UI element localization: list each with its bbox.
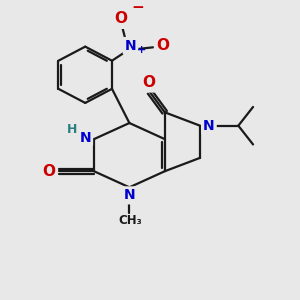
Text: N: N [124,188,135,203]
Text: N: N [80,131,91,145]
Text: O: O [42,164,55,179]
Text: O: O [156,38,169,53]
Text: O: O [142,75,155,90]
Text: CH₃: CH₃ [118,214,142,227]
Text: O: O [114,11,127,26]
Text: N: N [125,39,136,53]
Text: H: H [67,123,77,136]
Text: N: N [203,119,215,133]
Text: −: − [132,1,145,16]
Text: +: + [136,45,146,55]
